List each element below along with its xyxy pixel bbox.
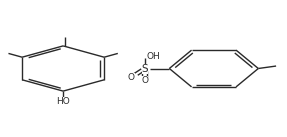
- Text: OH: OH: [147, 52, 160, 61]
- Text: O: O: [141, 76, 148, 85]
- Text: HO: HO: [56, 97, 70, 106]
- Text: S: S: [141, 64, 148, 73]
- Text: O: O: [128, 73, 135, 82]
